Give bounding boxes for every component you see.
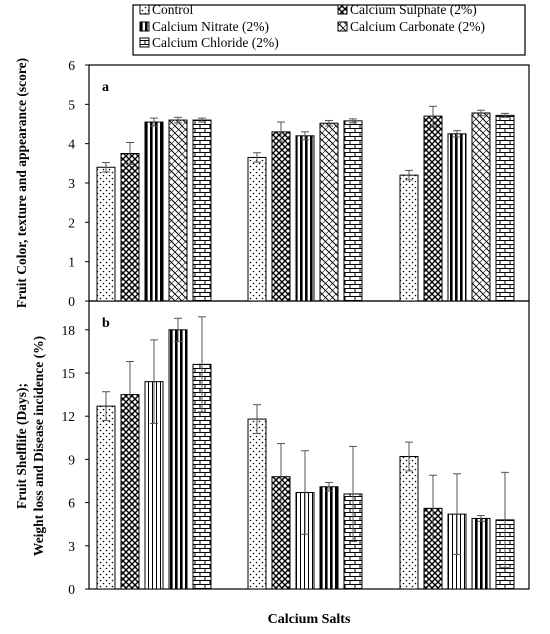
y-tick-label: 2 [68,215,75,230]
legend-frame [132,4,526,56]
legend-swatch [139,37,150,48]
bar [295,135,315,302]
bar [423,115,443,302]
bar [120,153,140,302]
bar [319,486,339,590]
bar [343,120,363,302]
y-tick-label: 1 [68,255,75,270]
y-tick-label: 9 [68,452,75,467]
bar [168,329,188,590]
legend-item: Calcium Sulphate (2%) [337,2,477,17]
bar [271,131,291,302]
legend-label: Calcium Sulphate (2%) [350,2,477,17]
y-tick-label: 6 [68,496,75,511]
y-tick-label: 12 [62,409,76,424]
y-tick-label: 6 [68,58,75,73]
bar [471,112,491,302]
bar [96,405,116,590]
bar [471,517,491,590]
legend-label: Calcium Chloride (2%) [152,35,279,50]
bar [319,122,339,302]
legend: Control Calcium Sulphate (2%) Calcium Nitr… [132,2,526,56]
y-tick-label: 3 [68,176,75,191]
y-axis-label-b: Fruit Shelflife (Days); Weight loss and … [14,336,46,556]
legend-swatch [139,21,150,32]
panel-a: 0 1 2 3 4 5 6 a [68,58,515,309]
y-tick-label: 18 [62,323,76,338]
svg-text:Fruit Shelflife (Days);: Fruit Shelflife (Days); [14,383,29,509]
legend-item: Calcium Chloride (2%) [139,35,279,50]
y-axis-label-a: Fruit Color, texture and appearance (sco… [14,58,29,308]
bar [144,121,164,302]
svg-text:Weight loss and Disease incide: Weight loss and Disease incidence (%) [31,336,46,556]
panel-b: 0 3 6 9 12 15 18 b [62,316,515,597]
legend-swatch [139,4,150,15]
legend-item: Control [139,2,194,17]
panel-label: b [102,316,110,331]
legend-swatch [337,4,348,15]
legend-label: Control [152,2,194,17]
bar [495,114,515,302]
legend-label: Calcium Carbonate (2%) [350,19,485,34]
y-tick-label: 0 [68,582,75,597]
y-tick-label: 3 [68,539,75,554]
panel-label: a [102,80,109,95]
bar [192,119,212,302]
legend-swatch [337,21,348,32]
bar [399,174,419,302]
bar [247,156,267,302]
y-tick-label: 0 [68,294,75,309]
bar [447,133,467,302]
legend-item: Calcium Carbonate (2%) [337,19,485,34]
y-tick-label: 15 [62,366,76,381]
bar [96,166,116,302]
y-tick-label: 5 [68,97,75,112]
x-axis-label: Calcium Salts [268,612,351,627]
y-tick-label: 4 [68,137,75,152]
legend-label: Calcium Nitrate (2%) [152,19,269,34]
bar [247,418,267,590]
bar [399,456,419,590]
legend-item: Calcium Nitrate (2%) [139,19,269,34]
bar [168,119,188,302]
